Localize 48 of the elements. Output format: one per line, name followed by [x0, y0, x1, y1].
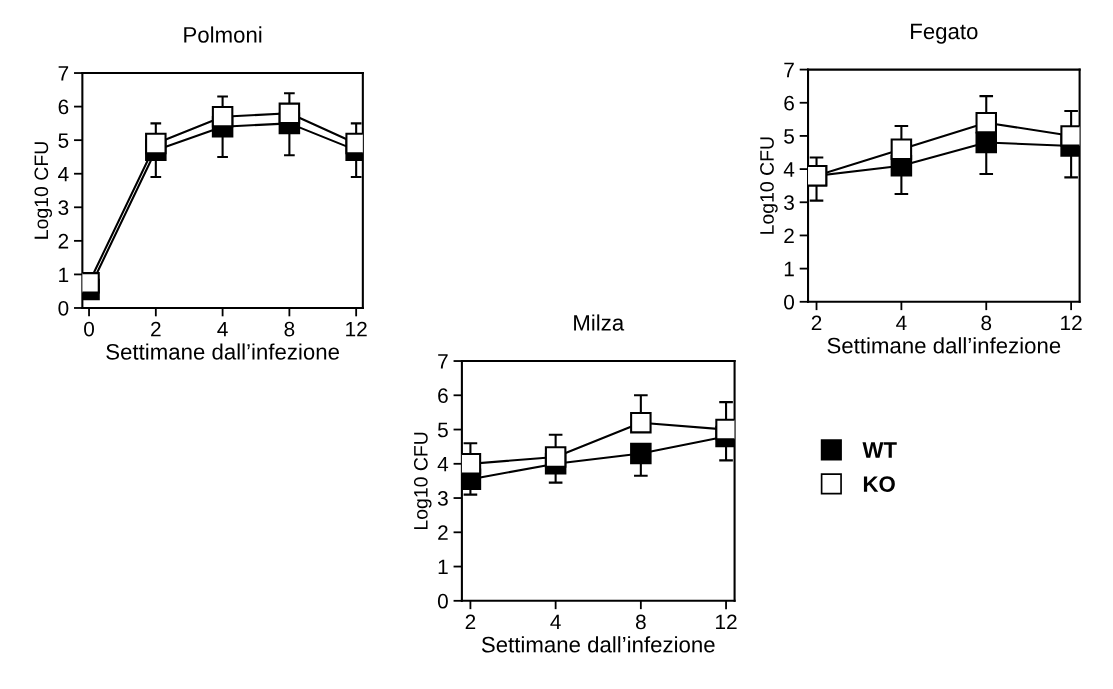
- x-tick-label: 8: [635, 614, 646, 630]
- x-tick-label: 12: [346, 321, 367, 337]
- y-tick-label: 2: [784, 228, 794, 243]
- y-tick-label: 4: [58, 166, 69, 182]
- y-tick-label: 2: [438, 525, 448, 540]
- x-tick-label: 12: [1061, 315, 1082, 331]
- x-tick-label: 4: [550, 614, 561, 630]
- y-tick-label: 0: [58, 300, 69, 316]
- y-tick-label: 7: [58, 66, 69, 81]
- y-tick-label: 2: [58, 233, 69, 249]
- x-tick-label: 0: [84, 321, 95, 337]
- x-tick-label: 4: [896, 315, 907, 331]
- chart-title: Polmoni: [184, 26, 262, 43]
- y-tick-label: 3: [784, 195, 794, 211]
- y-tick-label: 0: [437, 593, 448, 609]
- y-axis-title: Log10 CFU: [34, 142, 53, 239]
- y-tick-label: 5: [58, 133, 69, 148]
- x-axis-title: Settimane dall’infezione: [827, 337, 1061, 354]
- y-tick-label: 1: [59, 267, 69, 282]
- x-tick-label: 12: [716, 614, 737, 630]
- y-tick-label: 0: [784, 294, 795, 310]
- y-tick-label: 4: [437, 457, 449, 472]
- x-tick-label: 8: [284, 321, 295, 337]
- x-tick-label: 2: [811, 315, 822, 331]
- y-tick-label: 6: [58, 99, 69, 115]
- y-tick-label: 1: [784, 261, 794, 277]
- x-tick-label: 2: [465, 614, 476, 630]
- y-tick-label: 3: [58, 200, 69, 216]
- x-axis-title: Settimane dall’infezione: [106, 343, 339, 360]
- chart-title: Milza: [574, 314, 625, 331]
- y-tick-label: 5: [784, 129, 794, 144]
- legend-label: KO: [863, 476, 895, 492]
- x-tick-label: 2: [151, 321, 161, 337]
- y-tick-label: 5: [437, 422, 448, 438]
- x-tick-label: 4: [217, 321, 228, 337]
- x-tick-label: 8: [981, 315, 992, 331]
- x-axis-title: Settimane dall’infezione: [481, 636, 715, 653]
- y-tick-label: 3: [437, 491, 448, 506]
- y-tick-label: 1: [438, 559, 448, 575]
- y-tick-label: 7: [438, 354, 448, 369]
- y-tick-label: 4: [783, 162, 795, 177]
- chart-title: Fegato: [911, 23, 978, 44]
- y-axis-title: Log10 CFU: [760, 137, 778, 234]
- legend-label: WT: [862, 442, 897, 458]
- y-tick-label: 7: [784, 62, 794, 78]
- y-tick-label: 6: [438, 388, 448, 404]
- y-tick-label: 6: [784, 95, 794, 111]
- y-axis-title: Log10 CFU: [413, 432, 432, 530]
